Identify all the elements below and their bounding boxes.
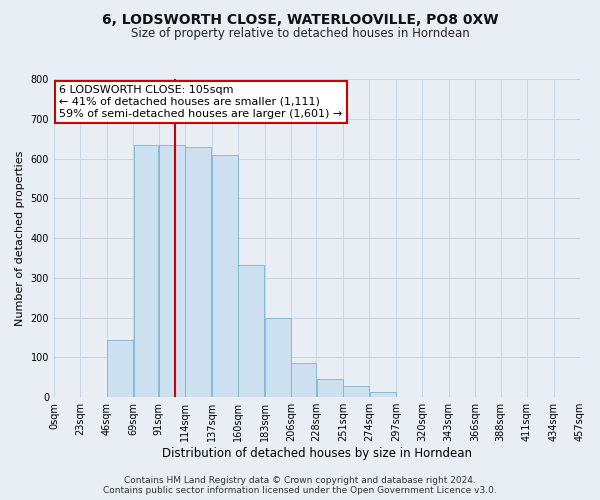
X-axis label: Distribution of detached houses by size in Horndean: Distribution of detached houses by size … [162, 447, 472, 460]
Bar [317, 379, 343, 397]
Bar [185, 146, 211, 397]
Bar [159, 146, 185, 397]
Text: 6, LODSWORTH CLOSE, WATERLOOVILLE, PO8 0XW: 6, LODSWORTH CLOSE, WATERLOOVILLE, PO8 0… [102, 12, 498, 26]
Bar [343, 386, 369, 397]
Bar [212, 154, 238, 397]
Bar [265, 318, 291, 397]
Text: Contains public sector information licensed under the Open Government Licence v3: Contains public sector information licen… [103, 486, 497, 495]
Bar [238, 265, 265, 397]
Text: 6 LODSWORTH CLOSE: 105sqm
← 41% of detached houses are smaller (1,111)
59% of se: 6 LODSWORTH CLOSE: 105sqm ← 41% of detac… [59, 86, 343, 118]
Bar [134, 144, 158, 397]
Text: Contains HM Land Registry data © Crown copyright and database right 2024.: Contains HM Land Registry data © Crown c… [124, 476, 476, 485]
Bar [107, 340, 133, 397]
Bar [292, 364, 316, 397]
Text: Size of property relative to detached houses in Horndean: Size of property relative to detached ho… [131, 28, 469, 40]
Bar [370, 392, 395, 397]
Y-axis label: Number of detached properties: Number of detached properties [15, 150, 25, 326]
